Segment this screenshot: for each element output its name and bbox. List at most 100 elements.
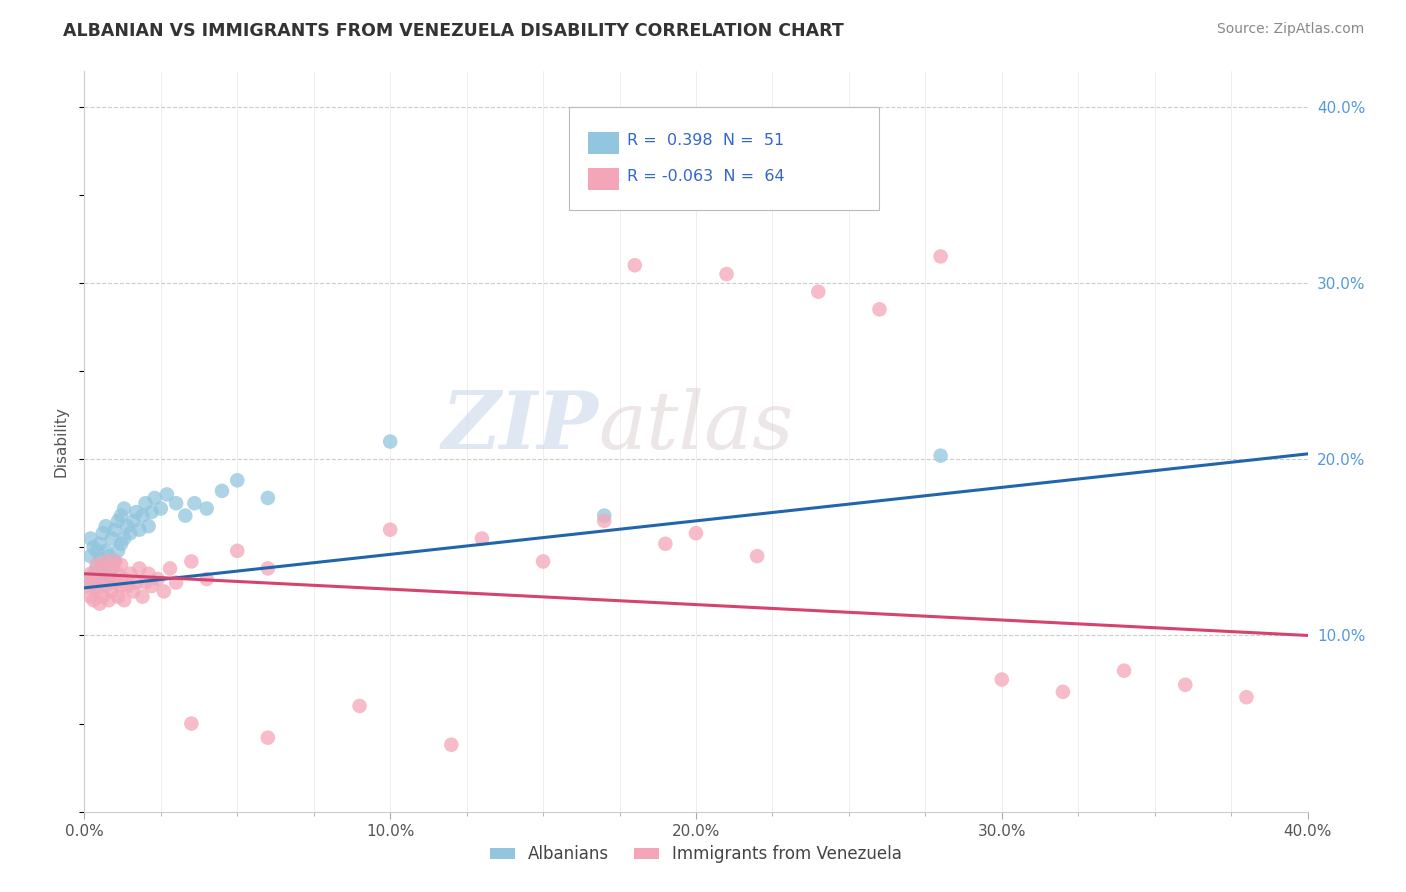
Point: [257, 731, 280, 745]
Point: [79, 590, 101, 604]
Point: [79, 566, 101, 581]
Point: [156, 487, 179, 501]
Point: [101, 584, 124, 599]
Point: [257, 561, 280, 575]
Point: [135, 575, 157, 590]
Point: [89, 597, 111, 611]
Point: [110, 508, 132, 523]
Point: [104, 575, 127, 590]
Point: [929, 250, 952, 264]
Point: [380, 434, 402, 449]
Point: [159, 561, 181, 575]
Point: [110, 579, 132, 593]
Point: [180, 716, 202, 731]
Point: [141, 505, 163, 519]
Point: [89, 537, 111, 551]
Point: [1052, 685, 1074, 699]
Point: [86, 558, 108, 572]
Point: [125, 575, 148, 590]
Point: [94, 554, 117, 568]
Point: [1236, 690, 1258, 705]
Point: [97, 593, 120, 607]
Point: [131, 590, 153, 604]
Point: [654, 537, 676, 551]
Point: [89, 552, 111, 566]
Point: [89, 570, 111, 584]
Point: [131, 508, 153, 523]
Point: [101, 561, 124, 575]
Point: [165, 496, 187, 510]
Point: [79, 532, 101, 546]
Point: [107, 514, 129, 528]
Point: [112, 532, 135, 546]
Point: [86, 544, 108, 558]
Point: [104, 523, 127, 537]
Point: [149, 501, 172, 516]
Point: [107, 590, 129, 604]
Point: [991, 673, 1014, 687]
Point: [115, 579, 138, 593]
Point: [125, 505, 148, 519]
Point: [112, 593, 135, 607]
Point: [76, 575, 98, 590]
Point: [195, 501, 218, 516]
Point: [112, 501, 135, 516]
Point: [146, 572, 169, 586]
Point: [122, 584, 145, 599]
Point: [183, 496, 205, 510]
Text: R = -0.063  N =  64: R = -0.063 N = 64: [627, 169, 785, 184]
Point: [174, 508, 197, 523]
Point: [94, 544, 117, 558]
Point: [83, 541, 105, 555]
Point: [138, 519, 160, 533]
Point: [112, 572, 135, 586]
Point: [593, 508, 616, 523]
Point: [165, 575, 187, 590]
Point: [128, 561, 150, 575]
Text: ZIP: ZIP: [441, 388, 598, 466]
Point: [97, 572, 120, 586]
Point: [685, 526, 707, 541]
Point: [91, 526, 114, 541]
Point: [91, 558, 114, 572]
Point: [91, 575, 114, 590]
Point: [226, 544, 249, 558]
Point: [349, 698, 371, 713]
Point: [94, 519, 117, 533]
Point: [929, 449, 952, 463]
Point: [83, 566, 105, 581]
Point: [97, 549, 120, 563]
Y-axis label: Disability: Disability: [53, 406, 69, 477]
Point: [101, 532, 124, 546]
Point: [83, 593, 105, 607]
Point: [94, 579, 117, 593]
Point: [91, 561, 114, 575]
Text: Source: ZipAtlas.com: Source: ZipAtlas.com: [1216, 22, 1364, 37]
Point: [380, 523, 402, 537]
Point: [747, 549, 769, 563]
Point: [128, 523, 150, 537]
Point: [86, 584, 108, 599]
Point: [440, 738, 463, 752]
Point: [141, 579, 163, 593]
Point: [110, 558, 132, 572]
Point: [86, 579, 108, 593]
Point: [211, 483, 233, 498]
Point: [807, 285, 830, 299]
Point: [120, 566, 142, 581]
Point: [97, 572, 120, 586]
Point: [94, 566, 117, 581]
Point: [180, 554, 202, 568]
Point: [110, 537, 132, 551]
Point: [593, 514, 616, 528]
Point: [104, 554, 127, 568]
Point: [257, 491, 280, 505]
Point: [471, 532, 494, 546]
Point: [195, 572, 218, 586]
Point: [624, 258, 647, 272]
Point: [86, 561, 108, 575]
Point: [83, 575, 105, 590]
Point: [107, 566, 129, 581]
Point: [226, 473, 249, 487]
Point: [79, 549, 101, 563]
